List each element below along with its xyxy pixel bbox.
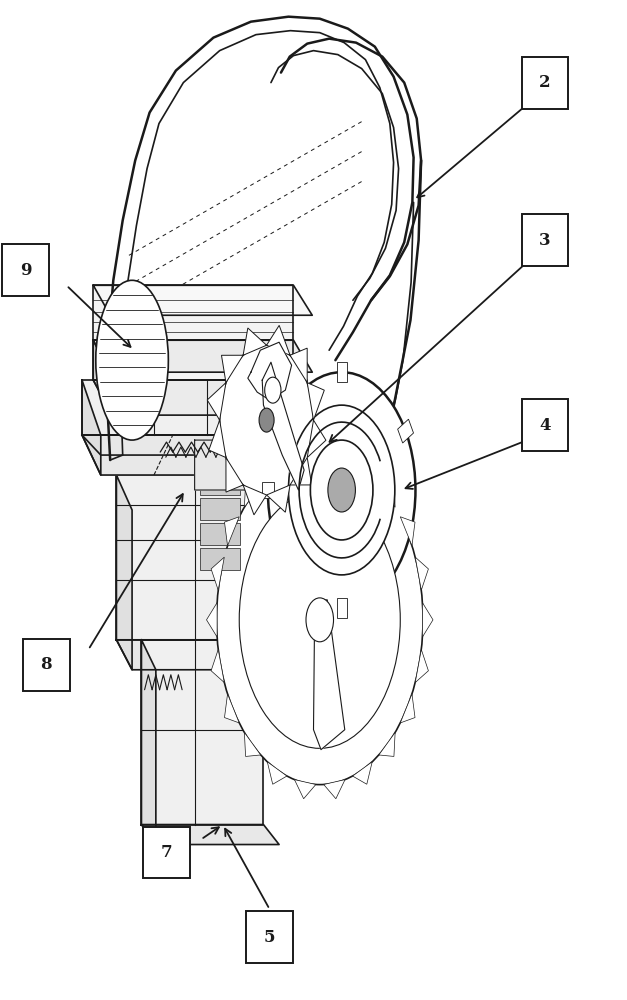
Polygon shape — [290, 458, 312, 485]
Text: 9: 9 — [20, 262, 31, 279]
Circle shape — [259, 408, 274, 432]
Polygon shape — [82, 435, 332, 475]
Ellipse shape — [96, 280, 169, 440]
Polygon shape — [224, 517, 240, 546]
FancyBboxPatch shape — [522, 214, 569, 266]
Circle shape — [288, 405, 395, 575]
Polygon shape — [295, 435, 332, 465]
FancyBboxPatch shape — [522, 57, 569, 109]
Polygon shape — [352, 455, 372, 478]
Polygon shape — [295, 780, 316, 799]
Polygon shape — [324, 441, 345, 460]
Polygon shape — [82, 380, 307, 435]
Bar — [337, 598, 347, 618]
FancyBboxPatch shape — [23, 639, 70, 691]
Polygon shape — [266, 325, 290, 355]
Polygon shape — [93, 340, 293, 380]
Polygon shape — [82, 380, 101, 475]
Polygon shape — [415, 649, 428, 683]
Polygon shape — [400, 694, 415, 723]
Polygon shape — [142, 825, 279, 845]
Text: 7: 7 — [161, 844, 172, 861]
Text: 8: 8 — [41, 656, 52, 673]
Bar — [261, 482, 274, 498]
Polygon shape — [209, 420, 226, 458]
Polygon shape — [307, 383, 324, 420]
Polygon shape — [415, 557, 428, 590]
Polygon shape — [117, 475, 132, 670]
Circle shape — [310, 440, 373, 540]
Polygon shape — [211, 557, 224, 590]
Polygon shape — [194, 440, 295, 490]
Polygon shape — [117, 475, 276, 640]
Polygon shape — [117, 640, 295, 670]
Text: 2: 2 — [539, 74, 551, 91]
FancyBboxPatch shape — [143, 827, 190, 878]
Polygon shape — [226, 458, 243, 492]
Bar — [199, 498, 240, 520]
Circle shape — [240, 491, 400, 748]
Bar — [337, 362, 347, 382]
Polygon shape — [243, 328, 266, 355]
Polygon shape — [82, 435, 332, 455]
Text: 5: 5 — [264, 929, 275, 946]
Circle shape — [268, 372, 416, 608]
Circle shape — [216, 455, 423, 785]
Polygon shape — [142, 640, 156, 845]
Polygon shape — [107, 17, 414, 460]
Polygon shape — [248, 342, 292, 400]
Polygon shape — [379, 483, 395, 507]
Polygon shape — [142, 640, 263, 825]
Bar — [199, 548, 240, 570]
Polygon shape — [287, 460, 317, 480]
FancyBboxPatch shape — [3, 244, 49, 296]
Bar — [199, 473, 240, 495]
Circle shape — [265, 377, 281, 403]
Polygon shape — [245, 483, 261, 507]
Polygon shape — [221, 355, 243, 383]
Polygon shape — [211, 649, 224, 683]
Polygon shape — [262, 362, 304, 490]
Circle shape — [328, 468, 356, 512]
Polygon shape — [266, 485, 290, 512]
Polygon shape — [267, 455, 287, 478]
Polygon shape — [267, 762, 287, 784]
Polygon shape — [224, 694, 240, 723]
Polygon shape — [307, 420, 326, 458]
Polygon shape — [379, 732, 395, 756]
Polygon shape — [93, 340, 312, 372]
Polygon shape — [207, 383, 226, 420]
Polygon shape — [93, 340, 112, 415]
FancyBboxPatch shape — [522, 399, 569, 451]
Polygon shape — [245, 732, 261, 756]
Polygon shape — [243, 485, 266, 515]
Polygon shape — [423, 603, 433, 637]
Circle shape — [219, 345, 314, 495]
Polygon shape — [352, 762, 372, 784]
Polygon shape — [93, 285, 312, 315]
Circle shape — [306, 598, 334, 642]
Polygon shape — [324, 780, 345, 799]
Polygon shape — [93, 285, 293, 340]
Polygon shape — [93, 380, 315, 415]
Polygon shape — [295, 441, 316, 460]
Polygon shape — [314, 600, 345, 750]
Text: 4: 4 — [539, 417, 551, 434]
Polygon shape — [400, 517, 415, 546]
Polygon shape — [290, 348, 307, 383]
Text: 3: 3 — [539, 232, 551, 249]
Bar — [398, 419, 413, 443]
Bar — [199, 523, 240, 545]
FancyBboxPatch shape — [246, 911, 293, 963]
Polygon shape — [206, 603, 217, 637]
